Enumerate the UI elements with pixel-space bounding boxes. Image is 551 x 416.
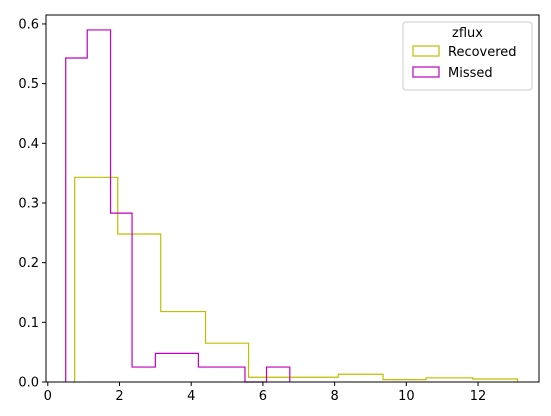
y-tick-label: 0.5	[18, 77, 39, 92]
x-tick-label: 6	[259, 389, 267, 404]
x-tick-label: 4	[187, 389, 195, 404]
y-tick-label: 0.4	[18, 137, 39, 152]
x-axis: 0 2 4 6 8 10 12	[44, 382, 487, 404]
y-tick-label: 0.6	[18, 17, 39, 32]
legend-entry-missed: Missed	[412, 66, 493, 81]
y-tick-label: 0.2	[18, 256, 39, 271]
x-tick-label: 12	[470, 389, 487, 404]
x-tick-label: 8	[330, 389, 338, 404]
legend: zflux Recovered Missed	[402, 21, 533, 91]
y-axis: 0.0 0.1 0.2 0.3 0.4 0.5 0.6	[18, 17, 46, 391]
x-tick-label: 0	[44, 389, 52, 404]
axes-frame	[45, 14, 540, 383]
y-tick-label: 0.3	[18, 196, 39, 211]
legend-entries: Recovered Missed	[412, 45, 517, 81]
legend-box	[402, 21, 533, 91]
legend-entry-recovered: Recovered	[412, 45, 517, 60]
legend-swatch	[412, 45, 440, 57]
legend-label: Recovered	[448, 45, 517, 60]
plot-area: 0 2 4 6 8 10 12 0.0 0.1 0.2 0.3 0.4 0.5 0.6	[18, 14, 540, 404]
legend-title: zflux	[452, 26, 483, 41]
y-tick-label: 0.1	[18, 316, 39, 331]
legend-swatch	[412, 66, 440, 78]
legend-label: Missed	[448, 66, 493, 81]
y-tick-label: 0.0	[18, 376, 39, 391]
x-tick-label: 2	[115, 389, 123, 404]
x-tick-label: 10	[398, 389, 415, 404]
